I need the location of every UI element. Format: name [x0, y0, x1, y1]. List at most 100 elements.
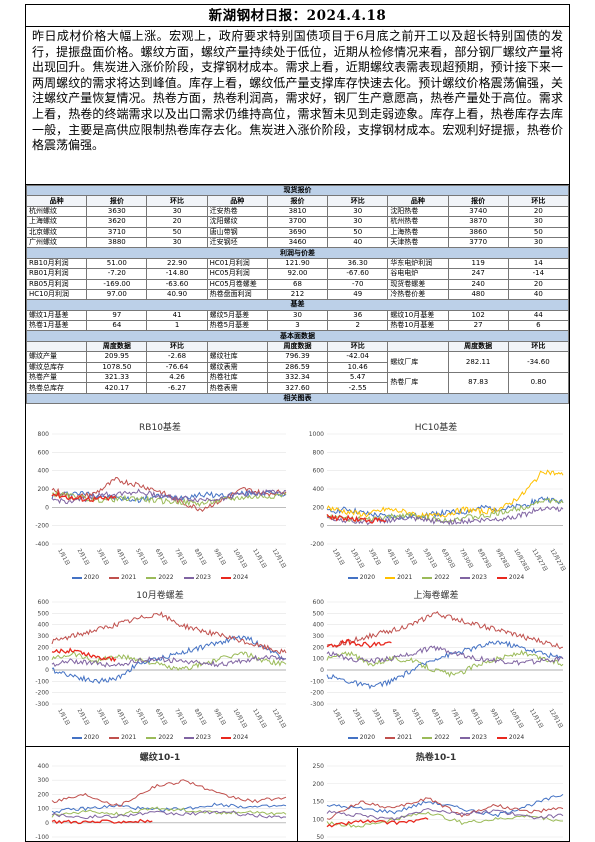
chart-svg: 250 200 150 100 50: [313, 763, 564, 841]
table-cell: -67.60: [327, 268, 389, 280]
table-cell: 14: [507, 257, 569, 270]
table-cell: 286.59: [266, 361, 329, 374]
legend-entry: 2022: [146, 574, 174, 581]
table-cell: 螺纹产量: [26, 351, 88, 363]
y-tick-label: 0: [320, 523, 324, 530]
y-tick-label: -100: [35, 834, 49, 841]
x-tick-label: 5月31日: [421, 548, 438, 570]
table-cell: 热卷总库存: [26, 382, 88, 394]
table-cell: 热卷表需: [206, 382, 268, 394]
chart-title: 螺纹10-1: [139, 753, 181, 763]
report-title: 新湖钢材日报：2024.4.18: [26, 5, 569, 27]
table-cell: 796.39: [266, 351, 329, 363]
table-cell: 3810: [266, 205, 329, 218]
table-cell: 迁安热卷: [206, 205, 268, 218]
series-line-2020: [326, 794, 564, 818]
legend-entry: 2022: [422, 734, 450, 741]
x-tick-label: 7月30日: [458, 548, 475, 570]
x-tick-label: 8月1日: [193, 548, 208, 567]
table-cell: 22.90: [146, 257, 208, 270]
table-cell: 冷热卷价差: [387, 288, 449, 301]
table-cell: 41: [146, 309, 208, 322]
y-tick-label: 100: [38, 656, 50, 663]
x-tick-label: 11月1日: [251, 548, 268, 570]
x-tick-label: 4月1日: [115, 548, 130, 567]
y-tick-label: 100: [313, 816, 325, 823]
table-cell: 30: [327, 205, 389, 218]
x-tick-label: 6月1日: [430, 708, 445, 727]
chart-4: 上海卷螺差 600 500 400 300 200 100 0 -100 -200 -300 1月1日…: [301, 586, 569, 744]
y-tick-label: 500: [38, 610, 50, 617]
legend-entry: 2021: [109, 734, 136, 741]
x-tick-label: 2月1日: [76, 708, 91, 727]
table-cell: -6.27: [146, 382, 208, 394]
table-row: RB01月利润 -7.20 -14.80 HC05月利润 92.00 -67.60 谷电电炉…: [26, 268, 569, 280]
table-cell: 现货卷螺差: [387, 278, 449, 290]
table-cell: 327.60: [266, 382, 329, 394]
table-row: 北京螺纹 3710 50 唐山带钢 3690 50 上海热卷 3860 50: [26, 226, 569, 238]
table-cell: 247: [447, 268, 509, 280]
table-row: HC10月利润 97.00 40.90 热卷盘面利润 212 49 冷热卷价差 480 40: [26, 288, 569, 301]
series-line-2020: [326, 640, 564, 690]
spot-price-table: 现货报价 品种 报价 环比 品种 报价 环比 品种 报价 环比 杭州螺纹 3630 30 迁安热卷…: [26, 184, 569, 405]
x-tick-label: 7月1日: [449, 708, 464, 727]
legend-entry: 2021: [109, 574, 136, 581]
y-tick-label: 600: [38, 599, 50, 606]
chart-divider: [297, 748, 298, 841]
table-cell: 3690: [266, 226, 329, 238]
table-cell: 热卷1月基差: [26, 320, 88, 332]
y-tick-label: 500: [313, 610, 325, 617]
chart-6: 热卷10-1 250 200 150 100 50: [301, 748, 569, 841]
table-cell: 36: [327, 309, 389, 322]
table-cell: 209.95: [86, 351, 148, 363]
x-tick-label: 1月31日: [349, 548, 366, 570]
table-cell: 321.33: [86, 372, 148, 384]
legend-entry: 2020: [347, 574, 375, 581]
table-cell: 68: [266, 278, 329, 290]
series-line-2024: [326, 817, 429, 828]
series-line-2024: [326, 514, 387, 524]
table-cell: 40.90: [146, 288, 208, 301]
x-tick-label: 8月1日: [469, 708, 484, 727]
table-cell: 30: [507, 216, 569, 228]
table-cell: 40: [507, 288, 569, 301]
chart-1: RB10基差 800 600 400 200 0 -200 -400 1月1日 2月1日 3月1日 4…: [26, 418, 294, 584]
series-line-2024: [326, 638, 392, 649]
x-tick-label: 6月1日: [154, 548, 169, 567]
y-tick-label: 400: [313, 486, 325, 493]
table-cell: 5.47: [327, 372, 389, 384]
chart-5: 螺纹10-1 400 300 200 100 0 -100: [26, 748, 294, 841]
table-cell: 121.90: [266, 257, 329, 270]
y-tick-label: 600: [38, 449, 50, 456]
x-tick-label: 11月27日: [530, 548, 549, 573]
table-row: RB05月利润 -169.00 -63.60 HC05月卷螺差 68 -70 现货卷螺差 24…: [26, 278, 569, 290]
y-tick-label: 0: [320, 667, 324, 674]
table-cell: 热卷产量: [26, 372, 88, 384]
y-tick-label: 50: [316, 834, 324, 841]
x-tick-label: 12月1日: [271, 708, 288, 730]
legend-entry: 2024: [220, 574, 248, 581]
table-cell: RB01月利润: [26, 268, 88, 280]
section-header-charts: 相关图表: [26, 392, 569, 405]
series-line-2020: [51, 802, 287, 814]
y-tick-label: 0: [45, 820, 49, 827]
chart-svg: 800 600 400 200 0 -200 -400 1月1日 2月1日 3月1日 4月1日 5月1…: [35, 431, 287, 570]
table-cell: 20: [507, 205, 569, 218]
x-tick-label: 7月1日: [173, 548, 188, 567]
table-cell: 螺纹总库存: [26, 361, 88, 374]
table-cell: 上海螺纹: [26, 216, 88, 228]
market-summary: 昨日成材价格大幅上涨。宏观上，政府要求特别国债项目于6月底之前开工以及超长特别国…: [26, 27, 569, 185]
table-cell: 螺纹1月基差: [26, 309, 88, 322]
table-cell: 沈阳螺纹: [206, 216, 268, 228]
table-cell: 谷电电炉: [387, 268, 449, 280]
y-tick-label: -300: [310, 701, 324, 708]
table-cell: -14.80: [146, 268, 208, 280]
series-line-2021: [51, 611, 287, 655]
y-tick-label: -100: [35, 678, 49, 685]
table-cell: 热卷5月基差: [206, 320, 268, 332]
table-cell: 44: [507, 309, 569, 322]
section-header-fundamental: 基本面数据: [26, 330, 569, 342]
table-cell: 螺纹表需: [206, 361, 268, 374]
y-tick-label: 300: [313, 633, 325, 640]
